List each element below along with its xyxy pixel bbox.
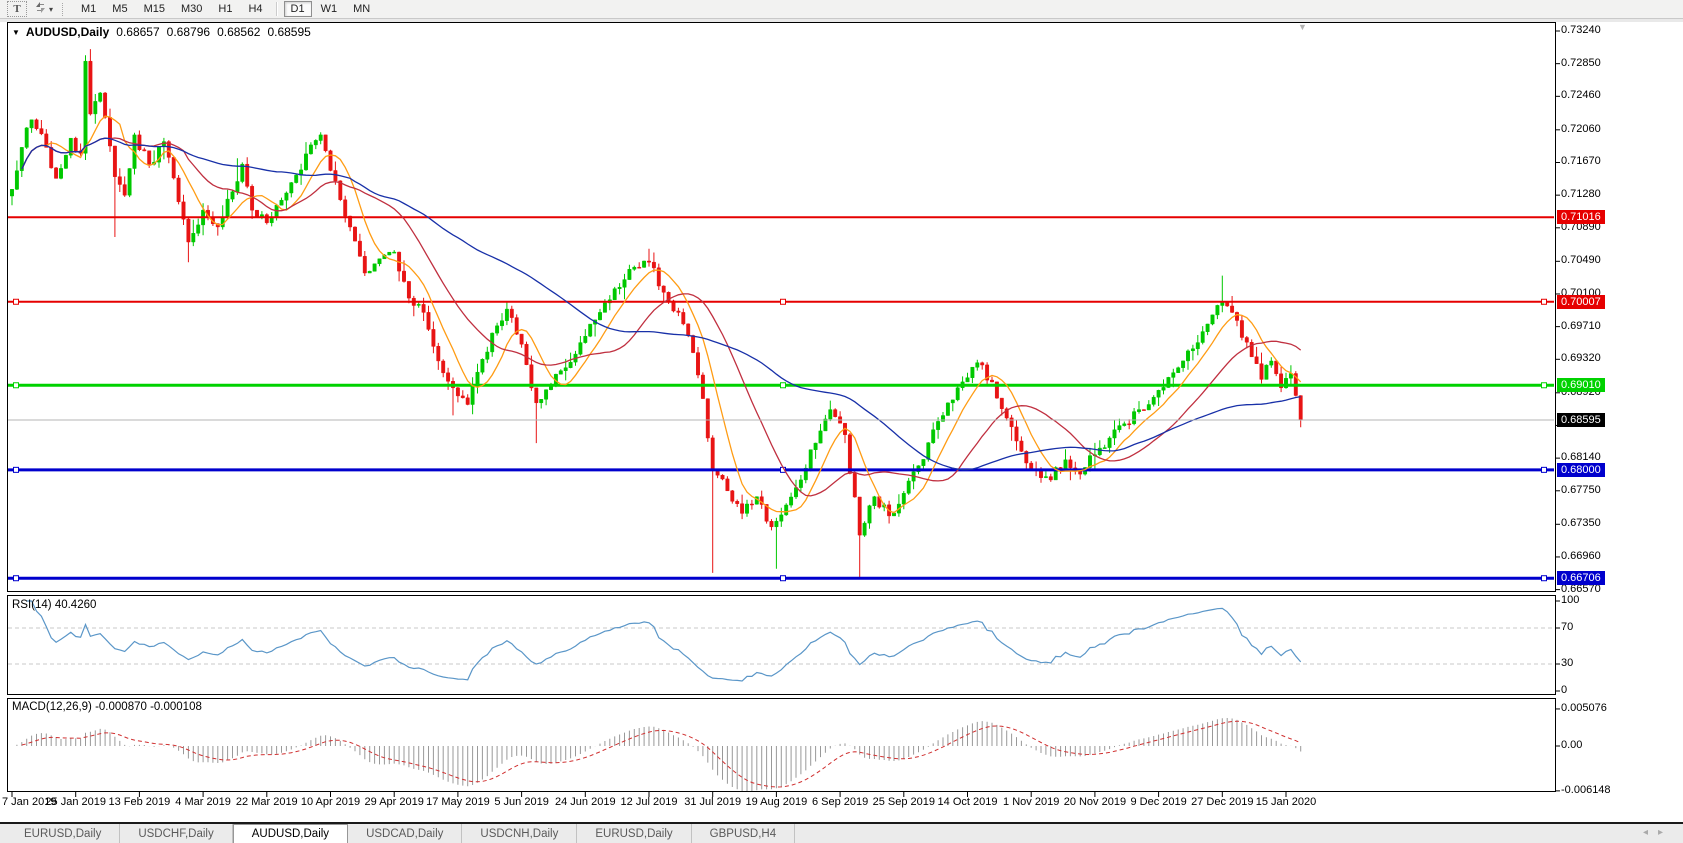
ohlc-open: 0.68657 — [116, 25, 160, 39]
chart-symbol-period: AUDUSD,Daily — [25, 25, 110, 39]
date-axis-label: 10 Apr 2019 — [300, 796, 361, 808]
timeframe-button-m30[interactable]: M30 — [174, 1, 209, 17]
timeframe-button-h4[interactable]: H4 — [241, 1, 269, 17]
rsi-label: RSI(14) 40.4260 — [12, 599, 97, 611]
rsi-axis-tick: 0 — [1561, 684, 1568, 696]
ohlc-high: 0.68796 — [166, 25, 211, 39]
date-axis-label: 12 Jul 2019 — [620, 796, 678, 808]
styles-icon — [34, 1, 47, 17]
date-axis-label: 7 Jan 2019 — [2, 796, 57, 808]
timeframe-button-group: M1 M5 M15 M30 H1 H4 D1 W1 MN — [73, 1, 378, 17]
price-axis-tick: 0.70490 — [1561, 254, 1601, 267]
ohlc-low: 0.68562 — [217, 25, 261, 39]
rsi-axis-tick: 70 — [1561, 621, 1574, 633]
toolbar-gap-strip — [0, 19, 1683, 22]
scroll-to-end-icon[interactable]: ▼ — [1298, 22, 1307, 32]
ohlc-close: 0.68595 — [267, 25, 311, 39]
tab-scroll-left-icon[interactable]: ◂ — [1642, 827, 1658, 838]
tab-scroll-arrows: ◂▸ — [1643, 827, 1673, 838]
date-axis-label: 31 Jul 2019 — [684, 796, 742, 808]
price-level-chip: 0.66706 — [1557, 571, 1605, 586]
toolbar-separator — [275, 2, 278, 16]
date-axis-label: 24 Jun 2019 — [555, 796, 616, 808]
price-level-chip: 0.69010 — [1557, 378, 1605, 393]
price-axis-tick: 0.72060 — [1561, 122, 1601, 135]
current-price-chip: 0.68595 — [1557, 413, 1605, 428]
date-axis-label: 17 May 2019 — [426, 796, 490, 808]
price-level-chip: 0.68000 — [1557, 462, 1605, 477]
date-axis-label: 14 Oct 2019 — [937, 796, 998, 808]
date-axis-label: 13 Feb 2019 — [108, 796, 171, 808]
date-axis-label: 19 Aug 2019 — [745, 796, 808, 808]
chart-tab-usdchf-daily[interactable]: USDCHF,Daily — [120, 824, 233, 843]
rsi-axis-tick: 100 — [1561, 594, 1580, 606]
chart-tab-eurusd-daily[interactable]: EURUSD,Daily — [6, 824, 121, 843]
date-axis-label: 1 Nov 2019 — [1003, 796, 1060, 808]
price-level-chip: 0.71016 — [1557, 210, 1605, 225]
date-axis-label: 29 Apr 2019 — [364, 796, 424, 808]
rsi-axis-tick: 30 — [1561, 657, 1574, 669]
timeframe-button-h1[interactable]: H1 — [211, 1, 239, 17]
toolbar-grip — [62, 2, 67, 16]
tab-scroll-right-icon[interactable]: ▸ — [1657, 827, 1673, 838]
dropdown-caret-icon: ▾ — [49, 4, 54, 14]
macd-axis-tick: 0.005076 — [1561, 701, 1607, 714]
macd-axis-tick: -0.006148 — [1561, 783, 1611, 796]
price-axis-tick: 0.66570 — [1561, 582, 1601, 595]
price-axis-tick: 0.66960 — [1561, 549, 1601, 562]
price-axis-tick: 0.67350 — [1561, 517, 1601, 530]
chart-tab-bar: EURUSD,Daily USDCHF,Daily AUDUSD,Daily USDC… — [0, 824, 1683, 843]
date-axis-label: 5 Jun 2019 — [494, 796, 549, 808]
main-chart-panel[interactable] — [7, 22, 1556, 592]
timeframe-button-d1[interactable]: D1 — [283, 1, 312, 17]
date-axis-label: 27 Dec 2019 — [1191, 796, 1254, 808]
chart-tab-gbpusd-h4[interactable]: GBPUSD,H4 — [692, 824, 796, 843]
chart-tab-eurusd-daily[interactable]: EURUSD,Daily — [577, 824, 692, 843]
date-axis-label: 20 Nov 2019 — [1063, 796, 1127, 808]
price-axis-tick: 0.69320 — [1561, 352, 1601, 365]
chart-title: ▼ AUDUSD,Daily 0.68657 0.68796 0.68562 0.6859… — [12, 25, 311, 39]
date-axis-label: 4 Mar 2019 — [175, 796, 231, 808]
toolbar: T ▾ M1 M5 M15 M30 H1 H4 D1 W1 MN — [0, 0, 1683, 19]
chart-tab-usdcnh-daily[interactable]: USDCNH,Daily — [462, 824, 578, 843]
price-axis-tick: 0.72850 — [1561, 56, 1601, 69]
price-level-chip: 0.70007 — [1557, 294, 1605, 309]
date-axis-label: 15 Jan 2020 — [1255, 796, 1317, 808]
timeframe-button-m1[interactable]: M1 — [74, 1, 103, 17]
chart-tab-audusd-daily[interactable]: AUDUSD,Daily — [232, 824, 349, 843]
price-axis-tick: 0.68140 — [1561, 451, 1601, 464]
price-axis-tick: 0.73240 — [1561, 24, 1601, 36]
macd-label: MACD(12,26,9) -0.000870 -0.000108 — [12, 701, 202, 713]
timeframe-button-m15[interactable]: M15 — [137, 1, 172, 17]
date-axis-label: 6 Sep 2019 — [811, 796, 869, 808]
chart-styles-button[interactable]: ▾ — [29, 1, 58, 17]
chart-collapse-icon[interactable]: ▼ — [12, 28, 20, 37]
date-axis-label: 25 Jan 2019 — [45, 796, 106, 808]
date-axis-label: 25 Sep 2019 — [872, 796, 935, 808]
timeframe-button-m5[interactable]: M5 — [105, 1, 134, 17]
timeframe-button-w1[interactable]: W1 — [314, 1, 345, 17]
text-tool-button[interactable]: T — [7, 1, 27, 17]
price-axis-tick: 0.71280 — [1561, 188, 1601, 201]
timeframe-button-mn[interactable]: MN — [346, 1, 377, 17]
price-axis-tick: 0.71670 — [1561, 155, 1601, 168]
price-axis-tick: 0.67750 — [1561, 483, 1601, 496]
date-axis-label: 9 Dec 2019 — [1130, 796, 1187, 808]
chart-tab-usdcad-daily[interactable]: USDCAD,Daily — [348, 824, 463, 843]
price-axis-tick: 0.72460 — [1561, 89, 1601, 102]
tabbar-separator — [0, 822, 1683, 824]
rsi-panel[interactable] — [7, 595, 1556, 695]
macd-panel[interactable] — [7, 698, 1556, 792]
macd-axis-tick: 0.00 — [1561, 739, 1583, 751]
price-axis-tick: 0.69710 — [1561, 319, 1601, 332]
date-axis-label: 22 Mar 2019 — [235, 796, 298, 808]
